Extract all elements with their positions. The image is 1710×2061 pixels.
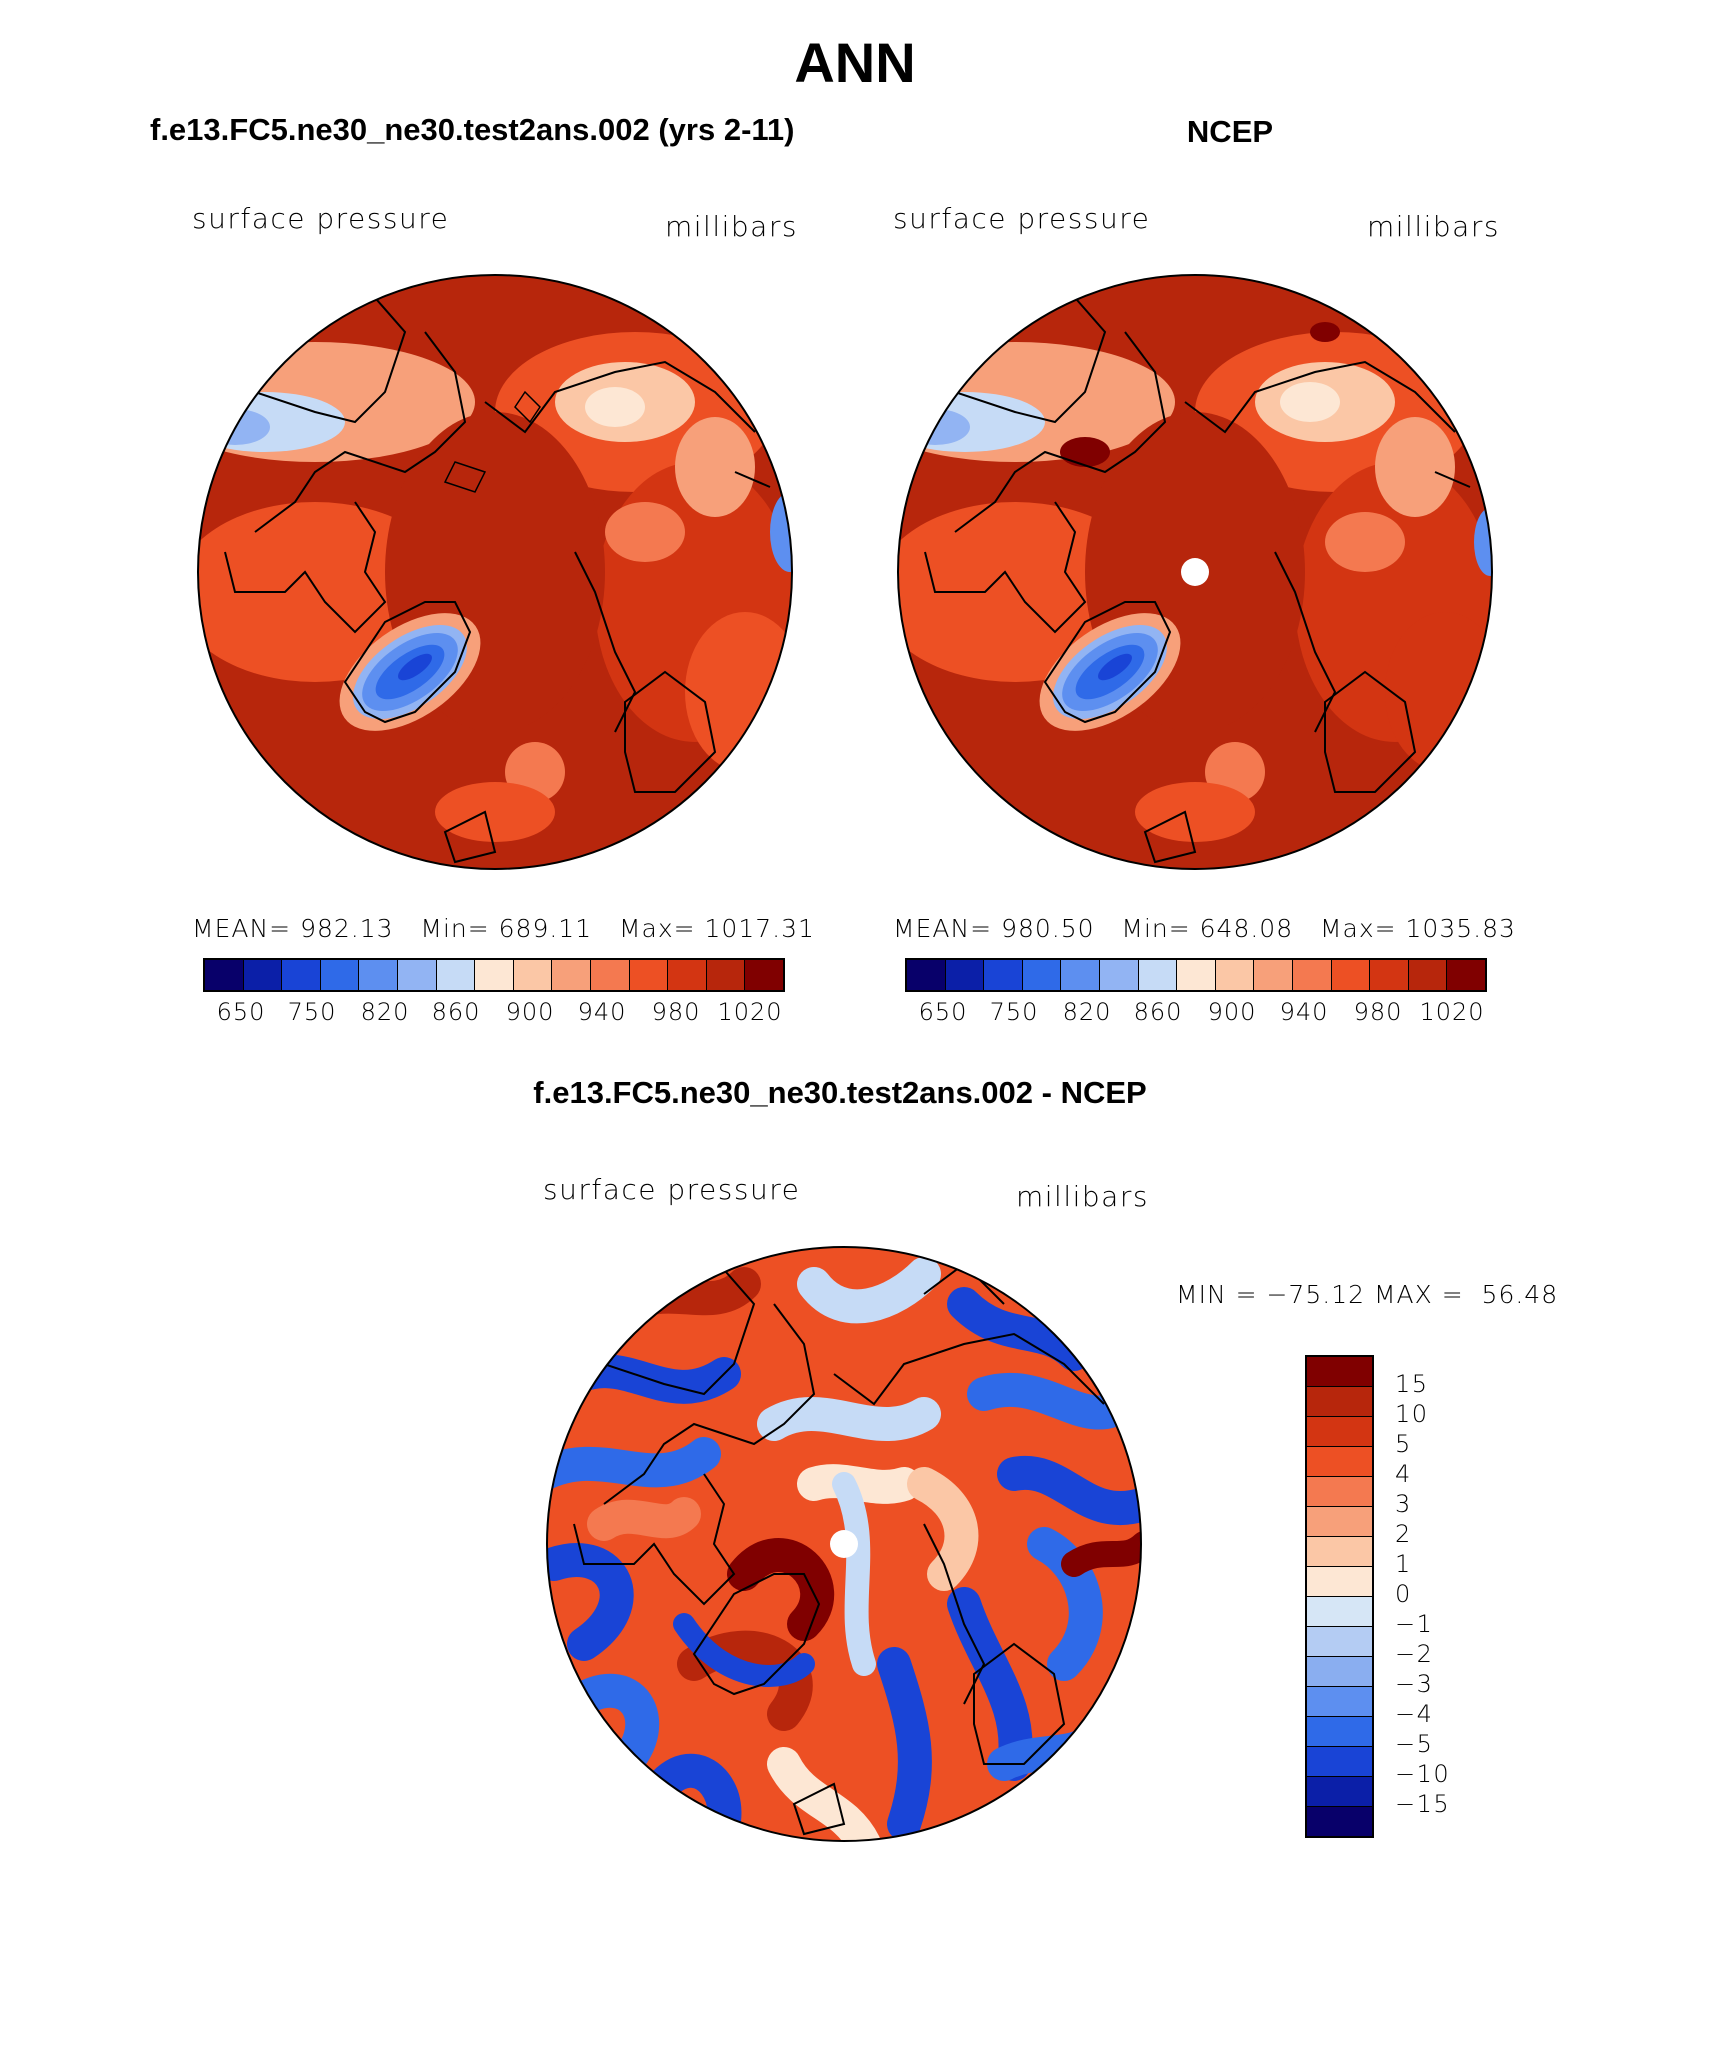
diff-colorbar-tick: −4 bbox=[1395, 1700, 1434, 1728]
colorbar-swatch bbox=[907, 960, 946, 990]
model-panel-title: f.e13.FC5.ne30_ne30.test2ans.002 (yrs 2-… bbox=[150, 112, 795, 147]
colorbar-swatch bbox=[1061, 960, 1100, 990]
obs-polar-map bbox=[897, 274, 1493, 870]
colorbar-swatch bbox=[1307, 1417, 1372, 1447]
colorbar-swatch bbox=[475, 960, 514, 990]
diff-panel-title: f.e13.FC5.ne30_ne30.test2ans.002 - NCEP bbox=[533, 1075, 1147, 1110]
model-colorbar-tick: 1020 bbox=[717, 998, 783, 1026]
obs-colorbar bbox=[905, 958, 1487, 992]
colorbar-swatch bbox=[282, 960, 321, 990]
colorbar-swatch bbox=[1307, 1387, 1372, 1417]
colorbar-swatch bbox=[513, 960, 553, 990]
pole-hole-marker bbox=[830, 1530, 858, 1558]
colorbar-swatch bbox=[745, 960, 783, 990]
diff-variable-label: surface pressure bbox=[543, 1173, 801, 1206]
model-units-label: millibars bbox=[665, 210, 798, 243]
pole-hole-marker bbox=[1181, 558, 1209, 586]
colorbar-swatch bbox=[1307, 1627, 1372, 1657]
colorbar-swatch bbox=[1307, 1477, 1372, 1507]
colorbar-swatch bbox=[945, 960, 985, 990]
colorbar-swatch bbox=[1447, 960, 1485, 990]
diff-colorbar-tick: −5 bbox=[1395, 1730, 1434, 1758]
colorbar-swatch bbox=[1215, 960, 1255, 990]
colorbar-swatch bbox=[629, 960, 669, 990]
diff-colorbar-tick: 5 bbox=[1395, 1430, 1412, 1458]
colorbar-swatch bbox=[1177, 960, 1216, 990]
obs-colorbar-tick: 860 bbox=[1133, 998, 1183, 1026]
colorbar-swatch bbox=[1307, 1777, 1372, 1807]
colorbar-swatch bbox=[1370, 960, 1409, 990]
colorbar-swatch bbox=[1138, 960, 1178, 990]
colorbar-swatch bbox=[1307, 1357, 1372, 1387]
obs-variable-label: surface pressure bbox=[893, 202, 1151, 235]
colorbar-swatch bbox=[706, 960, 746, 990]
colorbar-swatch bbox=[1254, 960, 1293, 990]
obs-colorbar-tick: 750 bbox=[989, 998, 1039, 1026]
model-polar-map bbox=[197, 274, 793, 870]
colorbar-swatch bbox=[1307, 1687, 1372, 1717]
diff-colorbar-tick: 15 bbox=[1395, 1370, 1429, 1398]
colorbar-swatch bbox=[1307, 1447, 1372, 1477]
diff-colorbar-tick: 10 bbox=[1395, 1400, 1429, 1428]
diff-units-label: millibars bbox=[1016, 1180, 1149, 1213]
diff-colorbar-tick: −15 bbox=[1395, 1790, 1451, 1818]
colorbar-swatch bbox=[590, 960, 630, 990]
colorbar-swatch bbox=[552, 960, 591, 990]
model-colorbar-tick: 820 bbox=[360, 998, 410, 1026]
colorbar-swatch bbox=[397, 960, 437, 990]
colorbar-swatch bbox=[1307, 1747, 1372, 1777]
model-colorbar-tick: 940 bbox=[577, 998, 627, 1026]
colorbar-swatch bbox=[1307, 1807, 1372, 1836]
colorbar-swatch bbox=[1307, 1717, 1372, 1747]
colorbar-swatch bbox=[1022, 960, 1062, 990]
colorbar-swatch bbox=[320, 960, 360, 990]
model-colorbar bbox=[203, 958, 785, 992]
diff-colorbar-tick: −2 bbox=[1395, 1640, 1434, 1668]
colorbar-swatch bbox=[1099, 960, 1139, 990]
colorbar-swatch bbox=[1307, 1597, 1372, 1627]
colorbar-swatch bbox=[984, 960, 1023, 990]
obs-colorbar-tick: 980 bbox=[1353, 998, 1403, 1026]
obs-colorbar-tick: 650 bbox=[918, 998, 968, 1026]
diff-colorbar-tick: 2 bbox=[1395, 1520, 1412, 1548]
diff-colorbar-tick: 0 bbox=[1395, 1580, 1412, 1608]
colorbar-swatch bbox=[359, 960, 398, 990]
page-title: ANN bbox=[794, 31, 916, 94]
colorbar-swatch bbox=[1307, 1657, 1372, 1687]
colorbar-swatch bbox=[668, 960, 707, 990]
diff-colorbar-tick: 3 bbox=[1395, 1490, 1412, 1518]
model-colorbar-tick: 900 bbox=[505, 998, 555, 1026]
obs-colorbar-tick: 940 bbox=[1279, 998, 1329, 1026]
diff-stats: MIN = −75.12 MAX = 56.48 bbox=[1176, 1280, 1559, 1309]
obs-colorbar-tick: 1020 bbox=[1419, 998, 1485, 1026]
diff-colorbar-tick: 4 bbox=[1395, 1460, 1412, 1488]
diff-colorbar-tick: 1 bbox=[1395, 1550, 1412, 1578]
difference-polar-map bbox=[546, 1246, 1142, 1842]
model-colorbar-tick: 650 bbox=[216, 998, 266, 1026]
diff-colorbar-tick: −3 bbox=[1395, 1670, 1434, 1698]
model-variable-label: surface pressure bbox=[192, 202, 450, 235]
model-colorbar-tick: 750 bbox=[287, 998, 337, 1026]
colorbar-swatch bbox=[243, 960, 283, 990]
model-colorbar-tick: 980 bbox=[651, 998, 701, 1026]
diff-colorbar-tick: −1 bbox=[1395, 1610, 1434, 1638]
colorbar-swatch bbox=[1307, 1567, 1372, 1597]
obs-panel-title: NCEP bbox=[1186, 114, 1274, 149]
obs-colorbar-tick: 820 bbox=[1062, 998, 1112, 1026]
colorbar-swatch bbox=[436, 960, 476, 990]
colorbar-swatch bbox=[1331, 960, 1371, 990]
colorbar-swatch bbox=[1292, 960, 1332, 990]
diff-colorbar bbox=[1305, 1355, 1374, 1838]
colorbar-swatch bbox=[1408, 960, 1448, 990]
model-colorbar-tick: 860 bbox=[431, 998, 481, 1026]
colorbar-swatch bbox=[1307, 1507, 1372, 1537]
diff-colorbar-tick: −10 bbox=[1395, 1760, 1451, 1788]
obs-stats: MEAN= 980.50 Min= 648.08 Max= 1035.83 bbox=[893, 914, 1516, 943]
obs-units-label: millibars bbox=[1367, 210, 1500, 243]
colorbar-swatch bbox=[205, 960, 244, 990]
model-stats: MEAN= 982.13 Min= 689.11 Max= 1017.31 bbox=[192, 914, 815, 943]
obs-colorbar-tick: 900 bbox=[1207, 998, 1257, 1026]
colorbar-swatch bbox=[1307, 1537, 1372, 1567]
